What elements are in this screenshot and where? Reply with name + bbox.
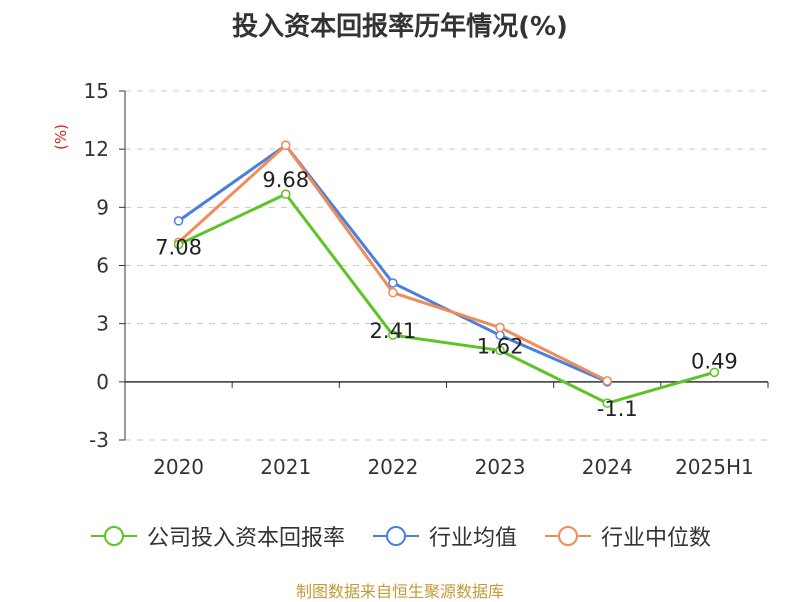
legend-item-industry-median[interactable]: 行业中位数: [543, 520, 711, 552]
x-tick-label: 2025H1: [675, 455, 754, 479]
series-line-1: [177, 143, 608, 384]
data-label: 2.41: [370, 319, 417, 343]
data-point: [602, 376, 612, 386]
data-point: [495, 345, 505, 356]
legend-item-industry-mean[interactable]: 行业均值: [371, 520, 517, 552]
chart-title: 投入资本回报率历年情况(%): [232, 12, 568, 42]
y-tick-label: 12: [84, 137, 109, 161]
y-tick-label: 9: [96, 195, 109, 219]
y-tick-label: 3: [96, 312, 109, 336]
legend-circle: [385, 526, 406, 546]
x-tick-label: 2022: [367, 455, 418, 479]
source-note: 制图数据来自恒生聚源数据库: [295, 582, 504, 601]
legend-circle: [103, 526, 124, 546]
series-line-0: [177, 192, 715, 405]
legend-circle: [558, 526, 578, 546]
legend-label-industry-mean: 行业均值: [428, 526, 517, 551]
legend-line-marker-icon: [372, 526, 419, 546]
x-tick-label: 2024: [582, 455, 633, 479]
data-point: [281, 140, 291, 151]
data-label: 1.62: [477, 334, 524, 358]
legend-label-company: 公司投入资本回报率: [146, 526, 345, 551]
data-point: [173, 239, 184, 250]
data-label: 0.49: [691, 349, 738, 373]
data-label: -1.1: [597, 397, 638, 421]
y-tick-label: -3: [89, 428, 109, 452]
legend-label-industry-median: 行业中位数: [601, 526, 712, 551]
x-tick-label: 2021: [260, 455, 311, 479]
y-tick-label: 0: [96, 370, 109, 394]
legend-item-company[interactable]: 公司投入资本回报率: [89, 520, 345, 552]
data-label: 9.68: [262, 168, 309, 192]
data-point: [173, 216, 184, 226]
legend: 公司投入资本回报率 行业均值 行业中位数: [0, 520, 800, 552]
data-label: 7.08: [155, 236, 202, 260]
x-tick-label: 2023: [475, 455, 526, 479]
data-point: [602, 398, 612, 408]
data-point: [495, 322, 505, 333]
legend-line-marker-icon: [545, 526, 591, 546]
data-point: [388, 278, 398, 288]
legend-line-marker-icon: [90, 526, 137, 546]
data-point: [281, 189, 291, 199]
data-point: [388, 330, 398, 340]
x-tick-label: 2020: [153, 455, 204, 479]
y-tick-label: 6: [96, 254, 109, 278]
data-point: [388, 287, 398, 298]
series-line-2: [177, 143, 608, 383]
y-tick-label: 15: [84, 79, 109, 103]
data-point: [709, 367, 720, 378]
